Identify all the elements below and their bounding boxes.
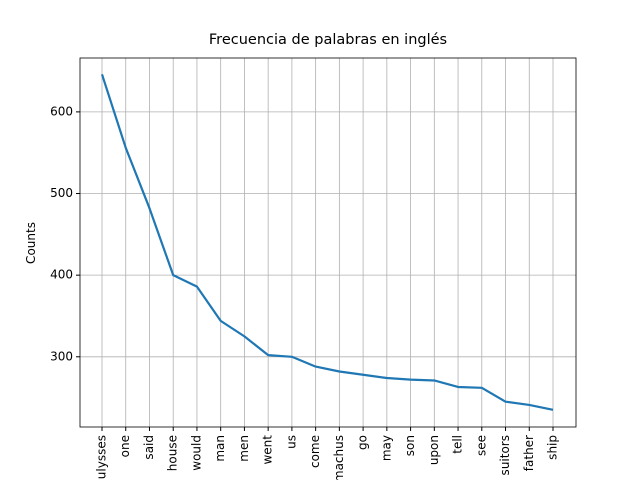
- x-tick-label: men: [237, 435, 251, 462]
- y-tick-label: 400: [50, 268, 73, 282]
- x-tick-label: ulysses: [95, 435, 109, 479]
- x-tick-label: telemachus: [332, 435, 346, 480]
- x-tick-label: went: [261, 435, 275, 465]
- x-tick-label: upon: [427, 435, 441, 465]
- x-tick-label: house: [166, 435, 180, 471]
- x-tick-label: tell: [451, 435, 465, 454]
- x-tick-label: us: [284, 435, 298, 449]
- x-tick-label: come: [308, 435, 322, 468]
- x-tick-label: ship: [546, 435, 560, 460]
- x-tick-label: would: [189, 435, 203, 471]
- x-tick-label: man: [213, 435, 227, 462]
- x-tick-label: son: [403, 435, 417, 456]
- chart-title: Frecuencia de palabras en inglés: [209, 32, 447, 48]
- x-tick-label: go: [356, 435, 370, 450]
- y-tick-label: 300: [50, 349, 73, 363]
- x-tick-label: father: [522, 435, 536, 471]
- x-tick-label: may: [379, 435, 393, 461]
- line-series: [100, 73, 554, 411]
- y-tick-label: 600: [50, 104, 73, 118]
- x-tick-label: said: [142, 435, 156, 460]
- x-tick-label: one: [118, 435, 132, 457]
- y-tick-label: 500: [50, 186, 73, 200]
- plot-frame: [79, 57, 577, 428]
- x-tick-label: suitors: [498, 435, 512, 475]
- x-tick-label: see: [474, 435, 488, 456]
- y-axis-label: Counts: [24, 222, 38, 264]
